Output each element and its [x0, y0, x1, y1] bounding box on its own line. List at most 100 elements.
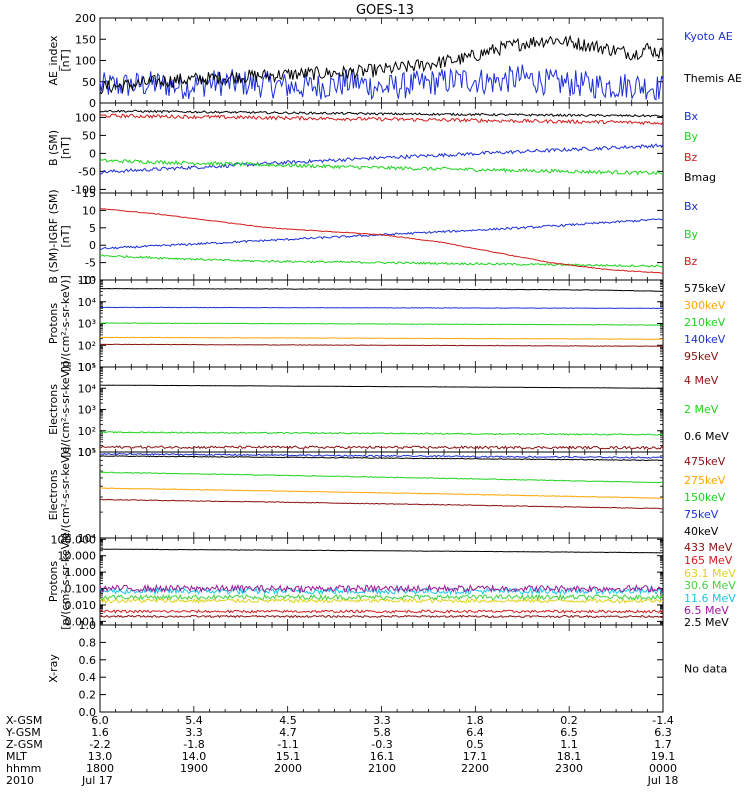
y-tick-label: 50: [82, 76, 96, 89]
y-tick-label: 0.010: [65, 599, 97, 612]
time-axis-value: 14.0: [182, 750, 207, 763]
y-axis-label-line2: [e/(cm²-s-sr-keV)]: [59, 447, 72, 543]
series-line-40kev: [99, 455, 663, 462]
panel-frame: [99, 451, 664, 539]
y-tick-label: 10⁵: [78, 446, 96, 459]
y-axis-label-line1: Electrons: [47, 469, 60, 520]
series-line-95kev: [99, 343, 664, 347]
y-axis-label: AE_index[nT]: [47, 35, 72, 86]
y-tick-label: 10⁴: [78, 296, 97, 309]
time-axis-value: 19.1: [651, 750, 676, 763]
y-tick-label: 1.000: [65, 566, 97, 579]
time-axis-row-label: hhmm: [6, 762, 41, 775]
legend-label: Bx: [684, 200, 699, 213]
time-axis-value: 0.5: [466, 738, 484, 751]
y-axis-label: X-ray: [47, 654, 60, 683]
legend-label: 433 MeV: [684, 541, 733, 554]
legend-label: By: [684, 228, 699, 241]
series-line-11.6-mev: [99, 586, 664, 596]
y-axis-label: Electrons[e/(cm²-s-sr-keV)]: [47, 361, 72, 457]
time-axis-value: -1.4: [652, 714, 673, 727]
y-tick-label: 150: [75, 33, 96, 46]
series-line-2-mev: [99, 431, 664, 436]
time-axis-value: 1.7: [654, 738, 672, 751]
y-axis-label-line2: [nT]: [59, 225, 72, 247]
time-axis-value: Jul 17: [81, 774, 113, 787]
y-axis-label-line1: B (SM): [47, 130, 60, 166]
time-axis-row-label: Y-GSM: [5, 726, 41, 739]
panel-frame: [99, 102, 664, 194]
series-line-300kev: [99, 336, 664, 340]
series-line-140kev: [99, 306, 664, 310]
time-axis-value: 1900: [180, 762, 208, 775]
legend-label: 300keV: [684, 299, 726, 312]
y-axis-label: B (SM)-IGRF (SM)[nT]: [47, 189, 72, 283]
series-line-210kev: [99, 322, 663, 326]
time-axis-value: 0000: [649, 762, 677, 775]
y-tick-label: 0.0: [79, 706, 97, 719]
legend-label: 210keV: [684, 316, 726, 329]
panel-7: 0.0010.0100.1001.00010.000100.000Protons…: [47, 533, 736, 630]
series-line-433-mev: [99, 614, 664, 619]
time-axis-value: 6.3: [654, 726, 672, 739]
y-tick-label: 100: [75, 55, 96, 68]
legend-label: 75keV: [684, 508, 719, 521]
time-axis-value: 4.5: [279, 714, 297, 727]
y-axis-label-line2: [p/(cm²-s-sr-keV)]: [59, 275, 72, 372]
y-axis-label-line1: X-ray: [47, 654, 60, 683]
time-axis-value: 2200: [461, 762, 489, 775]
y-tick-label: 0: [89, 239, 96, 252]
legend-label: Bmag: [684, 171, 716, 184]
series-line-165-mev: [99, 609, 664, 614]
legend-label: 165 MeV: [684, 554, 733, 567]
series-line-bz: [100, 208, 664, 274]
panel-frame: [99, 624, 664, 713]
time-axis-value: -1.8: [183, 738, 204, 751]
y-tick-label: 10⁵: [78, 361, 96, 374]
y-tick-label: -50: [78, 165, 96, 178]
y-axis-label-line1: Protons: [47, 561, 60, 602]
legend-label: Themis AE: [683, 72, 742, 85]
series-line-bx: [99, 218, 664, 250]
legend-label: Bz: [684, 151, 698, 164]
series-line-4-mev: [99, 445, 664, 450]
legend-label: 2 MeV: [684, 403, 719, 416]
legend-label: 2.5 MeV: [684, 616, 729, 629]
series-line-150kev: [99, 471, 664, 484]
y-axis-label-line1: AE_index: [47, 35, 60, 86]
legend-label: 63.1 MeV: [684, 567, 736, 580]
y-tick-label: 0.100: [65, 583, 97, 596]
time-axis-row-label: MLT: [6, 750, 27, 763]
series-line-475kev: [99, 498, 664, 510]
y-axis-label: Electrons[e/(cm²-s-sr-keV)]: [47, 447, 72, 543]
legend-label: 275keV: [684, 474, 726, 487]
y-tick-label: 10²: [78, 425, 96, 438]
time-axis-value: 13.0: [88, 750, 113, 763]
y-axis-label-line1: Electrons: [47, 384, 60, 435]
y-tick-label: 10³: [78, 404, 96, 417]
y-tick-label: 200: [75, 12, 96, 25]
y-axis-label: Protons[p/(cm²-s-sr-keV)]: [47, 275, 72, 372]
y-tick-label: 100: [75, 111, 96, 124]
time-axis-value: 6.5: [560, 726, 578, 739]
y-tick-label: 0.6: [79, 654, 97, 667]
y-tick-label: 10⁴: [78, 532, 97, 545]
panel-6: 10⁴ 10⁵ Electrons[e/(cm²-s-sr-keV)] 475keV 2…: [47, 446, 726, 545]
time-axis-value: 6.0: [91, 714, 109, 727]
series-line-0.6-mev: [100, 384, 663, 389]
panel-3: -10 -5 0 5 10 15 B (SM)-IGRF (SM)[nT] Bx By Bz: [47, 187, 699, 287]
time-axis-value: 2000: [274, 762, 302, 775]
legend-label: 40keV: [684, 525, 719, 538]
series-line-275kev: [99, 487, 664, 499]
panel-4: 10¹ 10² 10³ 10⁴ 10⁵ Protons[p/(cm²-s-sr-keV)]…: [47, 274, 726, 374]
time-axis-value: 5.8: [373, 726, 391, 739]
time-axis-value: 3.3: [185, 726, 203, 739]
panel-frame: [99, 17, 664, 104]
series-line-by: [99, 254, 664, 268]
y-tick-label: 10⁵: [78, 274, 96, 287]
y-tick-label: 10¹: [78, 446, 96, 459]
legend-label: 0.6 MeV: [684, 430, 729, 443]
